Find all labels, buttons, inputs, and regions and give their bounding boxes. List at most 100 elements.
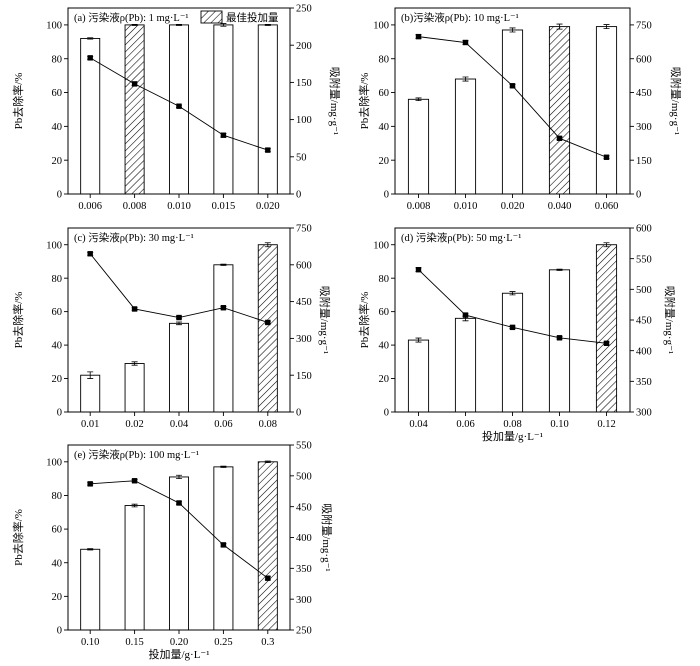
removal-rate-bar [454,78,477,195]
right-tick-label: 150 [296,371,312,382]
bar-error-bar [264,460,271,464]
right-tick-label: 350 [636,377,652,388]
bar-error-bar [264,24,271,26]
x-tick-label: 0.02 [125,419,143,430]
adsorption-point [176,500,182,506]
chart-panel-2: 0 20 40 60 80 100 0 150 300 450 600 750 0.008 0.010 0.… [357,7,683,212]
right-tick-label: 0 [296,190,301,201]
adsorption-point [220,542,227,548]
bar-error-bar [131,503,138,508]
removal-rate-bar [501,29,524,195]
removal-rate-bar [501,292,524,413]
left-tick-label: 100 [46,21,62,32]
x-tick-label: 0.015 [212,201,236,212]
removal-rate-bar [213,24,234,195]
x-tick-label: 0.008 [407,201,431,212]
x-tick-label: 0.01 [81,419,99,430]
legend-hatched-swatch [200,10,223,24]
best-dose-bar [595,244,618,413]
left-axis-title: Pb去除率/% [11,509,25,566]
right-axis-title: 吸附量/mg·g⁻¹ [320,503,334,571]
adsorption-point [265,319,271,326]
bar-error-bar [462,76,469,82]
left-tick-label: 20 [52,374,63,385]
left-tick-label: 80 [52,274,63,285]
bar-error-bar [556,23,563,30]
right-tick-label: 500 [296,471,312,482]
adsorption-point [603,154,610,160]
right-tick-label: 350 [296,564,312,575]
adsorption-point [87,481,93,487]
left-tick-label: 20 [52,592,63,603]
x-tick-label: 0.10 [550,419,568,430]
legend: 最佳投加量 [200,10,279,24]
bar-error-bar [87,37,94,40]
right-tick-label: 50 [296,152,307,163]
bar-error-bar [415,97,422,102]
right-tick-label: 600 [296,260,312,271]
removal-rate-bar [124,505,145,631]
bar-error-bar [509,27,516,33]
adsorption-point [176,103,182,109]
x-tick-label: 0.10 [81,637,99,648]
right-tick-label: 450 [296,297,312,308]
adsorption-point [131,478,138,484]
removal-rate-bar [595,26,618,195]
x-tick-label: 0.006 [78,201,102,212]
x-tick-label: 0.020 [501,201,525,212]
x-tick-label: 0.04 [170,419,189,430]
adsorption-point [176,314,182,321]
left-tick-label: 80 [52,54,63,65]
left-tick-label: 40 [52,341,63,352]
bar-error-bar [176,321,182,326]
adsorption-point [220,305,227,311]
right-axis-title: 吸附量/mg·g⁻¹ [328,67,342,135]
left-tick-label: 0 [57,190,62,201]
removal-rate-bar [454,317,477,413]
adsorption-point [509,83,516,89]
removal-rate-bar [257,24,278,195]
right-tick-label: 300 [296,334,312,345]
left-tick-label: 100 [373,240,389,251]
left-tick-label: 20 [379,156,390,167]
x-tick-label: 0.20 [170,637,188,648]
x-tick-label: 0.25 [214,637,232,648]
left-tick-label: 0 [57,408,62,419]
left-tick-label: 60 [379,88,390,99]
adsorption-point [87,55,93,61]
x-tick-label: 0.060 [595,201,619,212]
right-tick-label: 0 [636,190,641,201]
right-tick-label: 600 [636,54,652,65]
removal-rate-bar [407,98,430,195]
left-tick-label: 0 [57,626,62,637]
x-tick-label: 0.010 [454,201,478,212]
left-tick-label: 40 [379,341,390,352]
x-tick-label: 0.020 [256,201,280,212]
left-axis-title: Pb去除率/% [11,73,25,130]
left-tick-label: 40 [52,558,63,569]
x-tick-label: 0.15 [125,637,143,648]
x-tick-label: 0.12 [597,419,615,430]
right-tick-label: 200 [296,41,312,52]
left-axis-title: Pb去除率/% [11,292,25,349]
bar-error-bar [87,371,94,379]
right-tick-label: 400 [636,346,652,357]
x-tick-label: 0.06 [456,419,474,430]
removal-rate-bar [548,269,571,413]
chart-panel-4: 0 20 40 60 80 100 300 350 400 450 500 550 600 0.04 0.0… [357,224,677,443]
right-tick-label: 300 [636,122,652,133]
bar-error-bar [603,242,610,248]
chart-panel-1: 0 20 40 60 80 100 0 50 100 150 200 250 0.006 0.008 0.0… [11,4,342,212]
right-tick-label: 550 [636,254,652,265]
left-tick-label: 0 [384,408,389,419]
x-tick-label: 0.08 [259,419,277,430]
panel-title: (a) 污染液ρ(Pb): 1 mg·L⁻¹ [74,11,189,24]
chart-panel-5: 0 20 40 60 80 100 250 300 350 400 450 500 550 0.10 0.1… [11,441,334,661]
panel-title: (e) 污染液ρ(Pb): 100 mg·L⁻¹ [74,448,199,461]
adsorption-point [415,33,422,40]
right-tick-label: 100 [296,115,312,126]
right-tick-label: 300 [296,595,312,606]
panel-title: (d) 污染液ρ(Pb): 50 mg·L⁻¹ [401,231,521,244]
